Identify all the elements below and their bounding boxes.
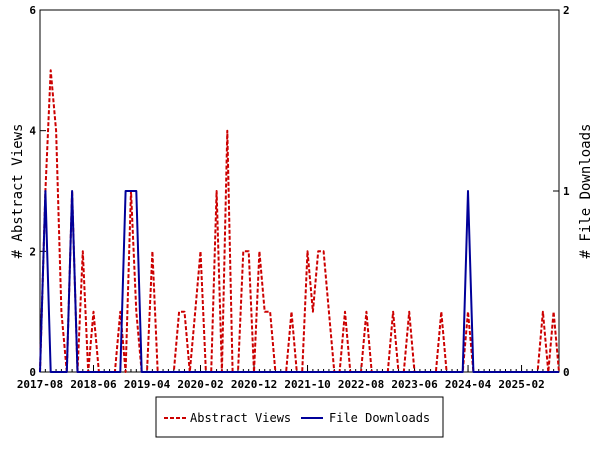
legend-label-file-downloads: File Downloads	[329, 411, 430, 425]
x-tick-label: 2024-04	[445, 378, 492, 391]
x-tick-label: 2022-08	[338, 378, 384, 391]
legend-label-abstract-views: Abstract Views	[190, 411, 291, 425]
x-tick-label: 2020-02	[177, 378, 223, 391]
x-tick-label: 2020-12	[231, 378, 277, 391]
y-right-tick-label: 0	[563, 366, 570, 379]
x-tick-label: 2021-10	[284, 378, 330, 391]
y-left-tick-label: 0	[29, 366, 36, 379]
y-axis-right-title: # File Downloads	[578, 124, 594, 259]
plot-frame	[39, 9, 560, 373]
y-left-tick-label: 2	[29, 245, 36, 258]
y-left-tick-label: 4	[29, 125, 36, 138]
series-line-file-downloads	[39, 190, 559, 373]
x-tick-label: 2017-08	[17, 378, 63, 391]
y-right-tick-label: 2	[563, 4, 570, 17]
series-layer	[39, 69, 560, 373]
y-left-tick-label: 6	[29, 4, 36, 17]
x-axis: 2017-08 2018-06 2019-04 2020-02 2020-12 2021-…	[17, 365, 545, 391]
y-right-tick-label: 1	[563, 185, 570, 198]
x-tick-label: 2018-06	[70, 378, 117, 391]
legend-box	[155, 396, 444, 438]
y-axis-left-title: # Abstract Views	[10, 124, 26, 259]
x-tick-label: 2023-06	[391, 378, 438, 391]
x-tick-label: 2019-04	[124, 378, 171, 391]
x-tick-label: 2025-02	[498, 378, 544, 391]
legend: Abstract Views File Downloads	[155, 396, 444, 438]
